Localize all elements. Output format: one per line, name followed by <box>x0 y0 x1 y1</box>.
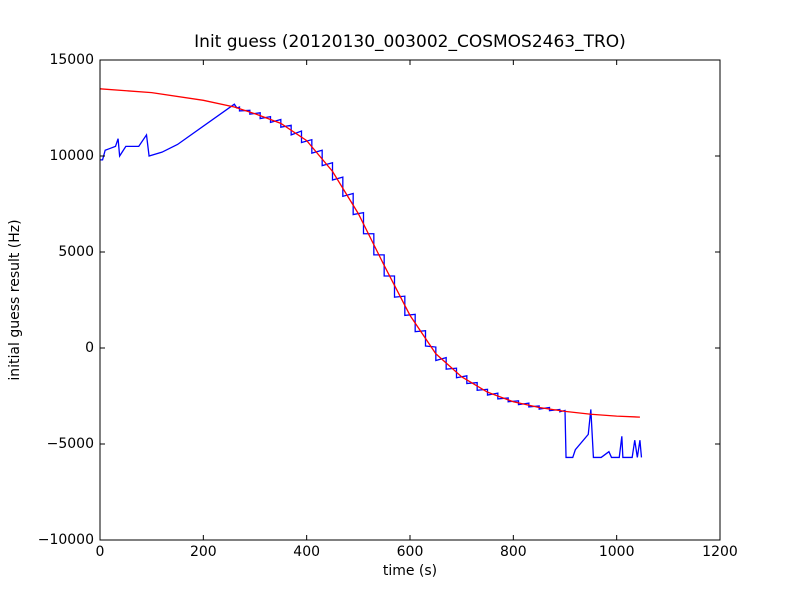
y-tick-label: −5000 <box>47 436 94 452</box>
y-tick-label: 15000 <box>49 52 94 68</box>
y-tick-label: 10000 <box>49 148 94 164</box>
x-tick-label: 200 <box>190 544 217 560</box>
x-tick-label: 1000 <box>599 544 635 560</box>
x-tick-label: 800 <box>500 544 527 560</box>
chart-title: Init guess (20120130_003002_COSMOS2463_T… <box>194 32 626 52</box>
data-line <box>99 88 640 418</box>
y-tick-label: 0 <box>85 340 94 356</box>
x-tick-label: 400 <box>293 544 320 560</box>
y-tick-label: −10000 <box>38 532 94 548</box>
x-axis-label: time (s) <box>383 563 437 579</box>
x-tick-label: 1200 <box>702 544 738 560</box>
y-tick-label: 5000 <box>58 244 94 260</box>
x-tick-label: 0 <box>96 544 105 560</box>
x-tick-label: 600 <box>397 544 424 560</box>
data-line <box>100 103 643 459</box>
y-axis-label: initial guess result (Hz) <box>7 219 23 380</box>
